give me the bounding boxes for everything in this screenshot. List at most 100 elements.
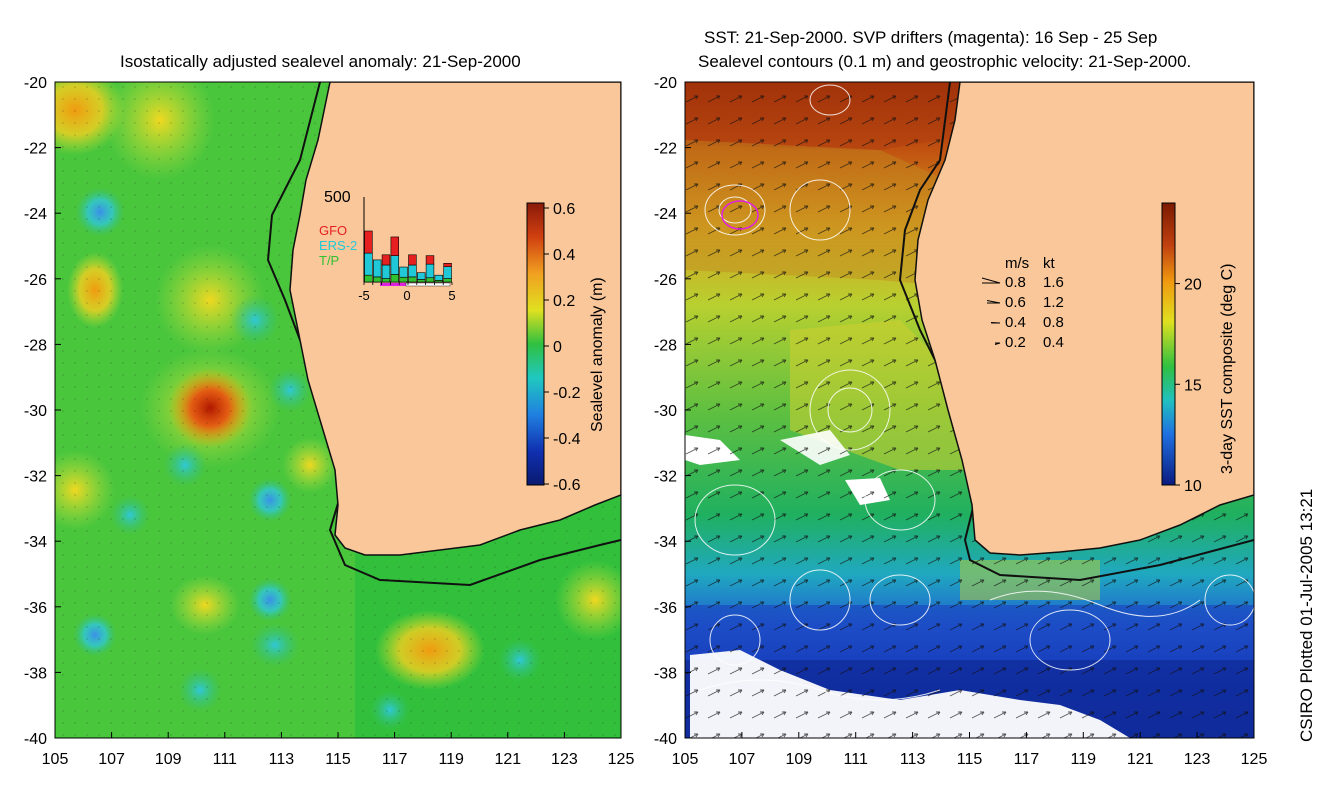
velocity-legend: m/s kt 0.8 1.6 0.6 1.2 0.4 0.8 0.2 0.4 [981, 255, 1064, 351]
vel-arrow-icon [986, 300, 1001, 304]
left-cb-tick-label: -0.6 [553, 477, 581, 494]
vel-arrow-icon [981, 277, 1001, 284]
vel-header-kt: kt [1043, 255, 1056, 272]
vel-kt-value: 1.6 [1043, 274, 1064, 291]
right-xtick-label: 119 [1071, 751, 1097, 768]
inset-bar-gfo [390, 236, 399, 256]
inset-bar-tp [443, 278, 452, 283]
left-xtick-label: 105 [42, 751, 69, 768]
right-colorbar-ticks: 20 15 10 [1175, 277, 1202, 495]
inset-bar-ers2 [416, 272, 426, 280]
left-colorbar-label: Sealevel anomaly (m) [589, 277, 606, 432]
right-xtick-label: 125 [1241, 751, 1268, 768]
left-xtick-label: 113 [269, 751, 295, 768]
left-ytick-label: -32 [24, 469, 47, 486]
inset-bar-gfo [443, 262, 452, 267]
inset-bar-ers2 [381, 264, 391, 279]
left-xtick-label: 117 [382, 751, 408, 768]
right-xtick-label: 111 [844, 751, 868, 768]
inset-xtick-5: 5 [448, 288, 455, 303]
vel-arrow-icon [990, 322, 1001, 324]
inset-bar-ers2 [390, 255, 399, 275]
left-ytick-label: -30 [24, 403, 47, 420]
inset-legend-ers2: ERS-2 [319, 238, 357, 253]
left-cb-tick-label: -0.4 [553, 431, 581, 448]
right-xtick-label: 115 [957, 751, 983, 768]
right-colorbar [1161, 202, 1176, 486]
inset-bar-gfo [425, 255, 435, 265]
right-xtick-label: 105 [672, 751, 699, 768]
inset-bar-ers2 [364, 252, 373, 276]
right-ytick-label: -20 [654, 75, 677, 92]
left-xtick-label: 109 [155, 751, 182, 768]
left-xtick-label: 115 [325, 751, 351, 768]
right-ytick-label: -24 [654, 206, 677, 223]
right-ytick-label: -34 [654, 534, 677, 551]
inset-bar-ers2 [434, 274, 443, 281]
left-cb-tick-label: 0.2 [553, 293, 575, 310]
right-ytick-label: -32 [654, 469, 677, 486]
right-x-axis: 105 107 109 111 113 115 117 119 121 123 125 [672, 732, 1268, 768]
right-xtick-label: 117 [1014, 751, 1040, 768]
right-ytick-label: -30 [654, 403, 677, 420]
left-cb-tick-label: 0.4 [553, 247, 575, 264]
left-ytick-label: -22 [24, 141, 47, 158]
right-cb-tick-label: 20 [1184, 277, 1202, 294]
left-ytick-label: -40 [24, 731, 47, 748]
inset-bar-gfo [381, 254, 391, 266]
vel-kt-value: 0.4 [1043, 334, 1064, 351]
inset-drifter-band [380, 283, 406, 286]
left-colorbar-ticks: 0.6 0.4 0.2 0 -0.2 -0.4 -0.6 [544, 201, 581, 494]
inset-bar-tp [416, 279, 426, 283]
left-ytick-label: -36 [24, 600, 47, 617]
left-cb-tick-label: 0 [553, 339, 562, 356]
right-ytick-label: -40 [654, 731, 677, 748]
right-xtick-label: 107 [729, 751, 756, 768]
right-cb-tick-label: 15 [1184, 377, 1202, 394]
right-ytick-label: -28 [654, 337, 677, 354]
vel-ms-value: 0.6 [1005, 294, 1026, 311]
left-y-axis: -20 -22 -24 -26 -28 -30 -32 -34 -36 -38 -40 [24, 75, 61, 748]
inset-bar-ers2 [372, 259, 382, 278]
right-ytick-label: -26 [654, 272, 677, 289]
left-xtick-label: 125 [608, 751, 635, 768]
right-xtick-label: 109 [785, 751, 812, 768]
left-ytick-label: -20 [24, 75, 47, 92]
inset-bar-gfo [408, 254, 417, 266]
vel-ms-value: 0.4 [1005, 314, 1026, 331]
vel-header-ms: m/s [1005, 255, 1029, 272]
inset-bar-ers2 [408, 264, 417, 278]
inset-xtick-neg5: -5 [358, 288, 370, 303]
right-xtick-label: 121 [1127, 751, 1154, 768]
inset-bar-tp [364, 274, 373, 283]
inset-ymax-label: 500 [324, 189, 351, 206]
inset-bar-chart: 500 GFO ERS-2 T/P -5 0 5 [319, 189, 456, 303]
right-xtick-label: 123 [1184, 751, 1211, 768]
inset-bar-tp [408, 276, 417, 283]
inset-legend-tp: T/P [319, 253, 339, 268]
left-xtick-label: 111 [213, 751, 237, 768]
inset-bar-ers2 [399, 266, 408, 278]
right-colorbar-label: 3-day SST composite (deg C) [1219, 264, 1236, 474]
left-cb-tick-label: -0.2 [553, 385, 581, 402]
inset-bar-ers2 [425, 263, 435, 279]
left-ytick-label: -34 [24, 534, 47, 551]
inset-bar-ers2 [443, 266, 452, 279]
inset-bar-gfo [364, 230, 373, 254]
right-ytick-label: -22 [654, 141, 677, 158]
right-y-axis: -20 -22 -24 -26 -28 -30 -32 -34 -36 -38 -40 [654, 75, 691, 748]
left-ytick-label: -28 [24, 337, 47, 354]
inset-future-band [405, 282, 451, 287]
vel-kt-value: 1.2 [1043, 294, 1064, 311]
left-xtick-label: 123 [551, 751, 578, 768]
left-xtick-label: 107 [98, 751, 125, 768]
right-chart-title-line1: SST: 21-Sep-2000. SVP drifters (magenta)… [704, 28, 1158, 47]
left-x-axis: 105 107 109 111 113 115 117 119 121 123 125 [42, 732, 635, 768]
right-ytick-label: -38 [654, 665, 677, 682]
right-cb-tick-label: 10 [1184, 478, 1202, 495]
inset-bar-tp [399, 276, 408, 283]
vel-ms-value: 0.8 [1005, 274, 1026, 291]
left-cb-tick-label: 0.6 [553, 201, 575, 218]
left-xtick-label: 121 [494, 751, 521, 768]
left-ytick-label: -38 [24, 665, 47, 682]
